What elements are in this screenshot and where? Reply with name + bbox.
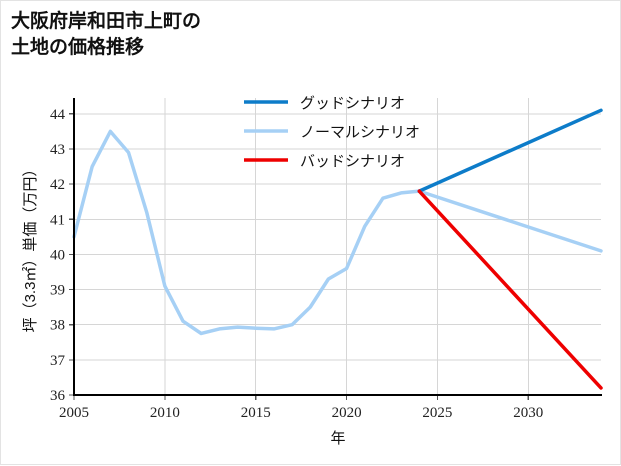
y-tick-label: 41: [50, 212, 65, 228]
y-tick-label: 43: [50, 142, 65, 158]
legend-label-0: グッドシナリオ: [300, 95, 405, 112]
y-tick-label: 37: [50, 353, 66, 369]
tick-labels-group: 36 37 38 39 40 41 42 43 44 2005 2010 2015 2020 2025 20…: [50, 107, 543, 421]
x-tick-label: 2030: [513, 405, 543, 421]
x-tick-label: 2005: [59, 405, 89, 421]
tickmarks-group: [69, 113, 529, 400]
series-line-ノーマルシナリオ: [72, 129, 603, 336]
chart-title: 大阪府岸和田市上町の 土地の価格推移: [11, 11, 202, 58]
series-line-バッドシナリオ: [417, 189, 603, 390]
y-tick-label: 44: [50, 107, 66, 123]
axis-titles-group: 年 坪（3.3㎡）単価（万円）: [22, 162, 346, 447]
x-tick-label: 2010: [150, 405, 180, 421]
y-axis-label: 坪（3.3㎡）単価（万円）: [22, 162, 39, 333]
legend-label-2: バッドシナリオ: [300, 153, 405, 170]
y-tick-label: 40: [50, 247, 65, 263]
axis-spines-group: [72, 98, 602, 397]
gridlines-group: [73, 98, 601, 396]
data-series-group: [72, 108, 603, 390]
legend-label-1: ノーマルシナリオ: [300, 124, 420, 141]
y-tick-label: 38: [50, 318, 65, 334]
y-tick-label: 39: [50, 283, 65, 299]
x-tick-label: 2020: [332, 405, 362, 421]
y-tick-label: 42: [50, 177, 65, 193]
x-tick-label: 2025: [422, 405, 452, 421]
series-line-グッドシナリオ: [417, 108, 603, 193]
x-tick-label: 2015: [241, 405, 271, 421]
x-axis-label: 年: [330, 430, 345, 447]
y-tick-label: 36: [50, 388, 66, 404]
